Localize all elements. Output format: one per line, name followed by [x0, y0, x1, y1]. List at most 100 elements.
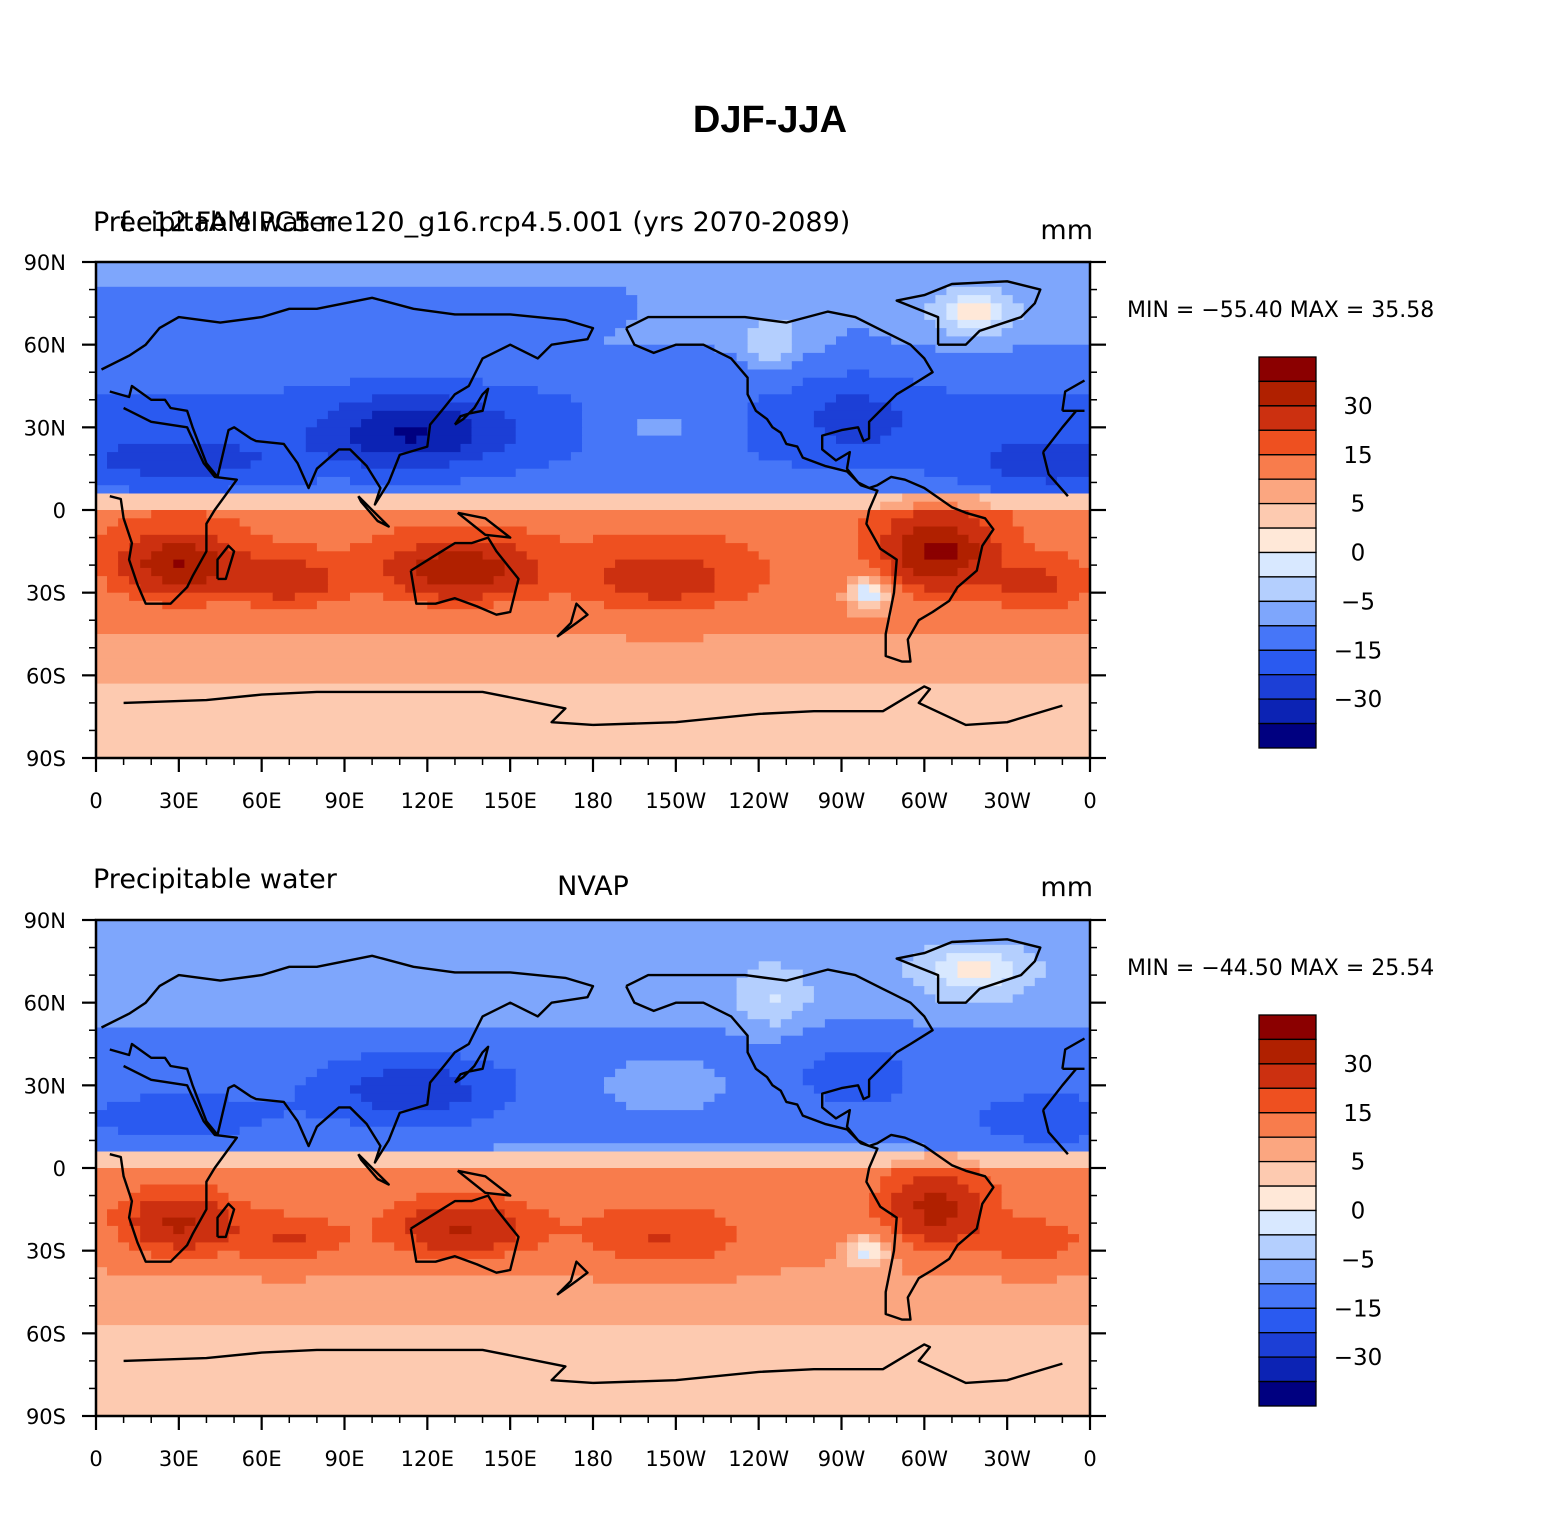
heatmap-cell	[714, 1209, 870, 1219]
heatmap-cell	[824, 344, 936, 354]
heatmap-cell	[206, 576, 329, 585]
heatmap-cell	[902, 534, 970, 544]
heatmap-cell	[140, 1209, 230, 1219]
heatmap-cell	[780, 1267, 903, 1277]
heatmap-cell	[1001, 286, 1091, 296]
colorbar-box	[1258, 1283, 1317, 1309]
heatmap-cell	[902, 1060, 1091, 1070]
heatmap-cell	[902, 543, 925, 552]
heatmap-cell	[869, 559, 892, 569]
heatmap-cell	[802, 1027, 1091, 1037]
heatmap-cell	[96, 386, 285, 395]
heatmap-cell	[847, 369, 870, 379]
lat-label: 30S	[26, 1240, 66, 1264]
heatmap-cell	[869, 1192, 892, 1202]
heatmap-cell	[96, 452, 108, 461]
lon-label: 60W	[901, 789, 949, 813]
heatmap-cell	[96, 1010, 749, 1020]
heatmap-cell	[913, 1176, 959, 1186]
heatmap-cell	[372, 1101, 450, 1111]
coastline	[409, 1194, 520, 1274]
heatmap-cell	[327, 410, 373, 420]
heatmap-cell	[714, 600, 848, 610]
heatmap-cell	[350, 543, 417, 552]
heatmap-cell	[107, 584, 141, 594]
heatmap-cell	[990, 311, 1003, 321]
heatmap-cell	[637, 303, 925, 313]
heatmap-cell	[769, 567, 881, 577]
heatmap-cell	[626, 1101, 704, 1111]
coastline	[456, 511, 512, 539]
heatmap-cell	[394, 1242, 428, 1252]
heatmap-cell	[924, 584, 958, 594]
heatmap-cell	[327, 1060, 495, 1070]
heatmap-cell	[504, 1192, 870, 1202]
heatmap-cell	[1001, 584, 1058, 594]
heatmap-cell	[559, 1217, 583, 1227]
heatmap-cell	[305, 443, 362, 453]
heatmap-cell	[1034, 953, 1091, 962]
lat-label: 60S	[26, 1322, 66, 1346]
lon-label: 60W	[901, 1447, 949, 1471]
heatmap-cell	[990, 460, 1091, 470]
heatmap-cell	[504, 559, 539, 569]
heatmap-cell	[96, 352, 738, 362]
lon-label: 90E	[325, 789, 365, 813]
heatmap-cell	[96, 501, 881, 511]
heatmap-cell	[913, 567, 959, 577]
heatmap-cell	[261, 1118, 351, 1128]
heatmap-cell	[924, 468, 1003, 478]
heatmap-cell	[140, 534, 219, 544]
heatmap-cell	[924, 303, 947, 313]
heatmap-cell	[747, 1010, 793, 1020]
heatmap-cell	[990, 534, 1025, 544]
heatmap-cell	[747, 592, 837, 602]
heatmap-cell	[515, 1217, 561, 1227]
heatmap-cell	[1079, 1134, 1091, 1144]
heatmap-cell	[1001, 543, 1036, 552]
heatmap-cell	[350, 377, 484, 387]
heatmap-cell	[880, 1242, 892, 1252]
heatmap-cell	[460, 476, 959, 486]
heatmap-cell	[913, 526, 959, 536]
panel-units: mm	[1040, 215, 1093, 246]
heatmap-cell	[96, 311, 638, 321]
heatmap-cell	[118, 567, 152, 577]
heatmap-cell	[1045, 969, 1091, 979]
heatmap-cell	[261, 1275, 307, 1285]
heatmap-cell	[416, 1234, 517, 1243]
heatmap-cell	[582, 1234, 649, 1243]
heatmap-cell	[891, 1201, 914, 1210]
heatmap-cell	[979, 1201, 1003, 1210]
heatmap-cell	[305, 559, 384, 569]
heatmap-cell	[383, 559, 417, 569]
heatmap-cell	[96, 1225, 119, 1235]
heatmap-cell	[747, 336, 793, 346]
panel-model: Precipitable water f.e12.FAMIPC5.ne120_g…	[24, 207, 1435, 813]
heatmap-cell	[880, 501, 914, 511]
heatmap-cell	[515, 1085, 605, 1095]
heatmap-cell	[957, 1209, 981, 1219]
heatmap-cell	[990, 1126, 1091, 1136]
heatmap-cell	[96, 1134, 1025, 1144]
heatmap-cell	[361, 443, 462, 453]
heatmap-cell	[283, 1209, 384, 1219]
heatmap-cell	[1001, 468, 1091, 478]
heatmap-cell	[460, 443, 506, 453]
heatmap-cell	[604, 576, 715, 585]
heatmap-cell	[979, 543, 1003, 552]
heatmap-cell	[96, 986, 738, 995]
heatmap-cell	[758, 394, 837, 404]
heatmap-cell	[361, 460, 451, 470]
heatmap-cell	[405, 584, 517, 594]
heatmap-cell	[383, 1209, 417, 1219]
heatmap-cell	[913, 510, 970, 519]
heatmap-cell	[250, 551, 395, 561]
heatmap-cell	[714, 576, 771, 585]
heatmap-cell	[758, 584, 848, 594]
heatmap-cell	[96, 1358, 1091, 1367]
figure-title: DJF-JJA	[693, 99, 847, 141]
heatmap-cell	[990, 961, 1014, 971]
heatmap-cell	[515, 1234, 550, 1243]
heatmap-cell	[504, 1250, 616, 1260]
